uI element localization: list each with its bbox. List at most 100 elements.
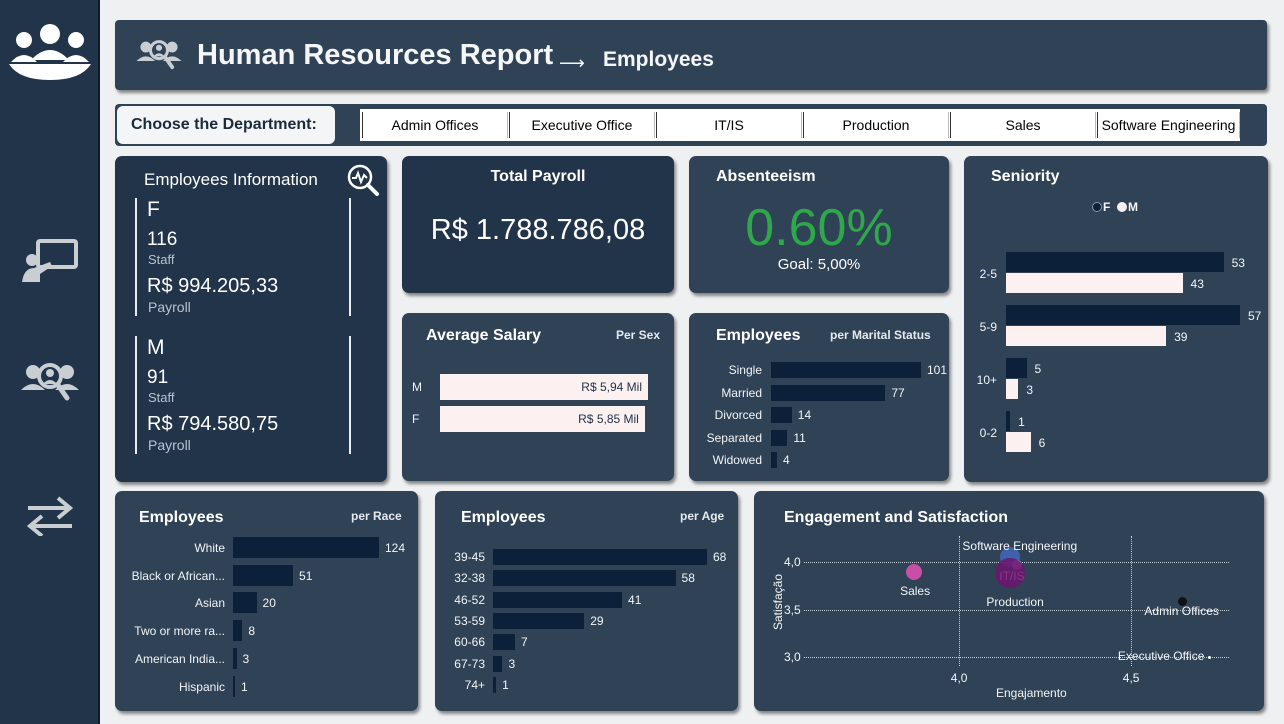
category-label: Black or African... <box>131 568 225 583</box>
page-subtitle: Employees <box>603 48 714 71</box>
card-title: Employees <box>139 509 224 526</box>
dept-option-it-is[interactable]: IT/IS <box>656 112 802 138</box>
card-title: Engagement and Satisfaction <box>784 509 1009 526</box>
gridline <box>804 657 1229 658</box>
payroll-f: R$ 994.205,33 <box>147 275 279 297</box>
data-label-m: 3 <box>1026 383 1033 397</box>
bar-f <box>1006 411 1011 431</box>
data-point <box>995 558 1026 589</box>
data-label-f: 57 <box>1248 309 1262 323</box>
y-tick-label: 3,5 <box>784 602 801 617</box>
dept-option-production[interactable]: Production <box>803 112 949 138</box>
y-axis-label: Satisfação <box>771 573 786 631</box>
employee-search-icon[interactable] <box>0 358 100 404</box>
bar <box>771 407 792 423</box>
data-label: 20 <box>262 596 276 611</box>
bar <box>233 537 379 558</box>
department-slicer: Admin Offices Executive Office IT/IS Pro… <box>360 109 1240 141</box>
category-label: 2-5 <box>979 267 997 281</box>
dept-option-sales[interactable]: Sales <box>950 112 1096 138</box>
data-point-label: Software Engineering <box>962 539 1078 554</box>
payroll-label: Payroll <box>148 437 191 453</box>
dept-option-executive-office[interactable]: Executive Office <box>509 112 655 138</box>
presentation-icon[interactable] <box>0 238 100 284</box>
legend-m-dot <box>1117 202 1127 212</box>
data-label: 14 <box>797 408 812 422</box>
legend-f-dot <box>1092 202 1102 212</box>
data-point <box>1208 655 1212 659</box>
data-label-f: 1 <box>1018 415 1025 429</box>
bar-f <box>1006 252 1224 272</box>
data-label: 4 <box>782 453 790 467</box>
data-label: 3 <box>242 651 250 666</box>
data-point <box>906 563 923 580</box>
category-label: 60-66 <box>454 635 485 650</box>
category-label: F <box>412 412 420 426</box>
divider <box>349 198 351 316</box>
card-title: Total Payroll <box>490 168 586 185</box>
data-label: 41 <box>628 592 642 607</box>
category-label: 39-45 <box>454 550 485 564</box>
bar <box>233 647 237 669</box>
engagement-card: Engagement and Satisfaction 4,0 3,5 3,0 4,0… <box>754 491 1264 711</box>
category-label: 46-52 <box>454 592 485 607</box>
x-tick-label: 4,5 <box>1122 671 1140 685</box>
bar <box>771 384 886 401</box>
card-title: Average Salary <box>426 327 542 344</box>
category-label: Two or more ra... <box>134 624 225 639</box>
sex-m: M <box>147 336 165 359</box>
legend-m-label: M <box>1128 200 1138 214</box>
department-filter: Choose the Department: Admin Offices Exe… <box>115 104 1267 146</box>
sidebar <box>0 0 100 724</box>
average-salary-card: Average Salary Per Sex M R$ 5,94 Mil F R$ 5… <box>402 313 674 481</box>
category-label: Single <box>728 363 762 377</box>
data-label: 1 <box>241 679 248 694</box>
category-label: Divorced <box>714 408 762 422</box>
data-label-m: 39 <box>1174 330 1188 344</box>
data-point-label: Executive Office <box>1117 649 1205 663</box>
data-label: 3 <box>508 656 516 671</box>
swap-arrows-icon[interactable] <box>0 496 100 536</box>
data-label-f: 53 <box>1231 256 1245 270</box>
data-label: R$ 5,85 Mil <box>578 412 639 426</box>
card-subtitle: per Marital Status <box>830 328 931 342</box>
y-tick-label: 3,0 <box>784 650 801 664</box>
data-label: 1 <box>502 677 509 692</box>
data-label-m: 43 <box>1190 277 1204 291</box>
bar <box>771 362 921 378</box>
bar <box>233 592 257 614</box>
divider <box>349 336 351 454</box>
data-label: 7 <box>521 635 528 650</box>
payroll-m: R$ 794.580,75 <box>147 413 279 435</box>
card-title: Employees Information <box>144 170 318 189</box>
bar <box>233 564 294 586</box>
card-title: Absenteeism <box>716 168 816 185</box>
category-label: 32-38 <box>454 571 485 586</box>
category-label: 5-9 <box>979 320 997 334</box>
bar-m <box>1006 326 1167 346</box>
total-payroll-value: R$ 1.788.786,08 <box>430 214 646 246</box>
category-label: Separated <box>706 430 762 445</box>
dept-option-software-engineering[interactable]: Software Engineering <box>1097 112 1240 138</box>
marital-status-card: Employees per Marital Status Single 101 Ma… <box>689 313 949 481</box>
dept-option-admin-offices[interactable]: Admin Offices <box>362 112 508 138</box>
data-label: 11 <box>793 430 806 445</box>
category-label: Hispanic <box>178 679 225 694</box>
report-header: Human Resources Report ⟶ Employees <box>115 20 1267 90</box>
gridline <box>958 536 960 666</box>
bar <box>493 676 497 693</box>
data-label: 29 <box>590 613 604 628</box>
bar <box>233 675 235 697</box>
analytics-search-icon[interactable] <box>346 164 380 201</box>
age-card: Employees per Age 39-45 68 32-38 58 46-52 41 5… <box>435 491 738 711</box>
staff-m-count: 91 <box>147 367 169 388</box>
page-title: Human Resources Report <box>197 39 554 71</box>
data-label: R$ 5,94 Mil <box>581 380 642 394</box>
bar <box>493 612 585 629</box>
gridline <box>1130 536 1132 666</box>
category-label: 67-73 <box>454 656 485 671</box>
category-label: Widowed <box>712 453 762 467</box>
bar <box>233 620 243 642</box>
card-title: Employees <box>461 509 546 526</box>
card-subtitle: per Race <box>351 509 402 523</box>
